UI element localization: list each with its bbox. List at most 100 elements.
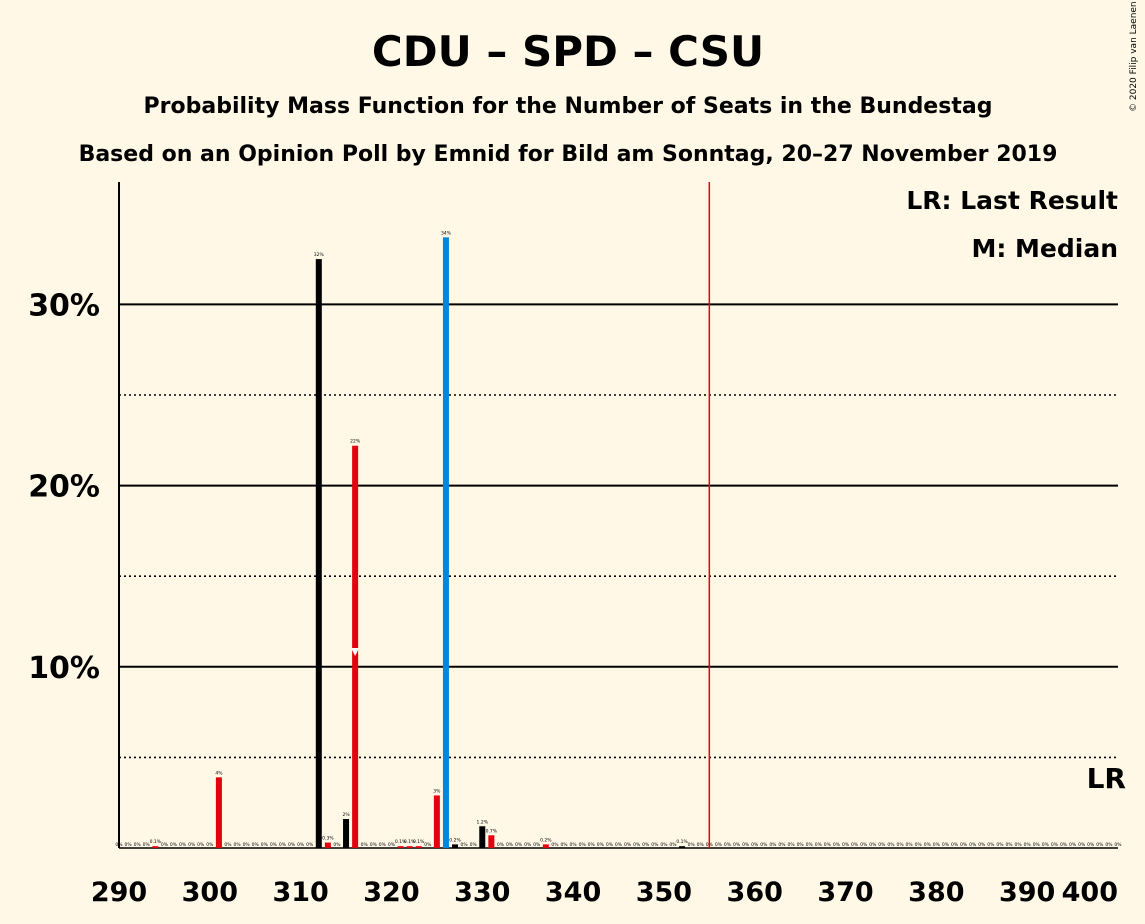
x-tick-label: 380 xyxy=(908,877,964,908)
zero-label-seat-383: 0% xyxy=(960,842,968,848)
zero-label-seat-376: 0% xyxy=(896,842,904,848)
chart-subtitle-2: Based on an Opinion Poll by Emnid for Bi… xyxy=(79,142,1058,167)
zero-label-seat-382: 0% xyxy=(951,842,959,848)
x-tick-label: 340 xyxy=(545,877,601,908)
zero-label-seat-344: 0% xyxy=(606,842,614,848)
zero-label-seat-300: 0% xyxy=(206,842,214,848)
copyright: © 2020 Filip van Laenen xyxy=(1129,1,1139,112)
zero-label-seat-363: 0% xyxy=(778,842,786,848)
zero-label-seat-348: 0% xyxy=(642,842,650,848)
bar-seat-322 xyxy=(406,846,413,848)
last-result-marker: LR xyxy=(1087,762,1126,795)
zero-label-seat-377: 0% xyxy=(906,842,914,848)
zero-label-seat-387: 0% xyxy=(996,842,1004,848)
zero-label-seat-347: 0% xyxy=(633,842,641,848)
zero-label-seat-292: 0% xyxy=(134,842,142,848)
median-marker-icon xyxy=(351,648,360,656)
zero-label-seat-319: 0% xyxy=(379,842,387,848)
x-tick-label: 360 xyxy=(727,877,783,908)
zero-label-seat-356: 0% xyxy=(715,842,723,848)
zero-label-seat-335: 0% xyxy=(524,842,532,848)
x-tick-label: 300 xyxy=(182,877,238,908)
x-tick-label: 390 xyxy=(999,877,1055,908)
zero-label-seat-357: 0% xyxy=(724,842,732,848)
zero-label-seat-392: 0% xyxy=(1042,842,1050,848)
x-tick-label: 310 xyxy=(272,877,328,908)
chart-title: CDU – SPD – CSU xyxy=(372,27,764,76)
bar-label-seat-323: 0.1% xyxy=(413,839,425,845)
bar-label-seat-301: 4% xyxy=(215,770,223,776)
zero-label-seat-399: 0% xyxy=(1105,842,1113,848)
zero-label-seat-398: 0% xyxy=(1096,842,1104,848)
bar-seat-323 xyxy=(415,846,422,848)
zero-label-seat-332: 0% xyxy=(497,842,505,848)
bar-label-seat-294: 0.1% xyxy=(150,839,162,845)
bar-seat-325 xyxy=(433,795,440,848)
bar-label-seat-322: 0.1% xyxy=(404,839,416,845)
x-tick-label: 350 xyxy=(636,877,692,908)
zero-label-seat-324: 0% xyxy=(424,842,432,848)
bar-label-seat-313: 0.3% xyxy=(322,836,334,842)
bar-seat-294 xyxy=(152,846,159,848)
bars: 0.1%4%32%0.3%2%22%0.1%0.1%0.1%3%34%0.2%1… xyxy=(150,230,689,849)
zero-label-seat-307: 0% xyxy=(270,842,278,848)
bar-label-seat-337: 0.2% xyxy=(540,837,552,843)
bar-seat-330 xyxy=(479,826,486,848)
bar-seat-327 xyxy=(452,844,459,848)
zero-label-seat-318: 0% xyxy=(370,842,378,848)
bar-label-seat-330: 1.2% xyxy=(477,819,489,825)
bar-seat-316 xyxy=(352,445,359,848)
zero-label-seat-393: 0% xyxy=(1051,842,1059,848)
bar-seat-352 xyxy=(679,846,686,848)
zero-label-seat-351: 0% xyxy=(669,842,677,848)
zero-label-seat-336: 0% xyxy=(533,842,541,848)
zero-label-seat-311: 0% xyxy=(306,842,314,848)
zero-label-seat-338: 0% xyxy=(551,842,559,848)
zero-label-seat-353: 0% xyxy=(688,842,696,848)
chart-subtitle: Probability Mass Function for the Number… xyxy=(144,94,993,119)
y-tick-label: 10% xyxy=(28,651,100,686)
zero-label-seat-333: 0% xyxy=(506,842,514,848)
zero-label-seat-320: 0% xyxy=(388,842,396,848)
zero-label-seat-339: 0% xyxy=(560,842,568,848)
zero-label-seat-340: 0% xyxy=(570,842,578,848)
x-tick-label: 320 xyxy=(363,877,419,908)
zero-label-seat-388: 0% xyxy=(1005,842,1013,848)
zero-label-seat-314: 0% xyxy=(333,842,341,848)
zero-label-seat-342: 0% xyxy=(588,842,596,848)
zero-label-seat-299: 0% xyxy=(197,842,205,848)
bar-seat-313 xyxy=(324,842,331,848)
bar-label-seat-321: 0.1% xyxy=(395,839,407,845)
zero-label-seat-293: 0% xyxy=(143,842,151,848)
zero-label-seat-362: 0% xyxy=(769,842,777,848)
zero-label-seat-396: 0% xyxy=(1078,842,1086,848)
zero-label-seat-298: 0% xyxy=(188,842,196,848)
legend-median: M: Median xyxy=(971,234,1118,263)
zero-label-seat-354: 0% xyxy=(697,842,705,848)
zero-label-seat-365: 0% xyxy=(797,842,805,848)
zero-label-seat-369: 0% xyxy=(833,842,841,848)
y-tick-label: 30% xyxy=(28,288,100,323)
bar-seat-321 xyxy=(397,846,404,848)
zero-label-seat-370: 0% xyxy=(842,842,850,848)
zero-label-seat-361: 0% xyxy=(760,842,768,848)
bar-label-seat-316: 22% xyxy=(350,439,361,445)
zero-label-seat-310: 0% xyxy=(297,842,305,848)
zero-label-seat-345: 0% xyxy=(615,842,623,848)
bar-label-seat-331: 0.7% xyxy=(486,828,498,834)
bar-seat-315 xyxy=(343,819,350,848)
zero-label-seat-346: 0% xyxy=(624,842,632,848)
zero-label-seat-341: 0% xyxy=(579,842,587,848)
zero-label-seat-374: 0% xyxy=(878,842,886,848)
zero-label-seat-317: 0% xyxy=(361,842,369,848)
zero-label-seat-395: 0% xyxy=(1069,842,1077,848)
zero-label-seat-309: 0% xyxy=(288,842,296,848)
zero-label-seat-368: 0% xyxy=(824,842,832,848)
y-tick-label: 20% xyxy=(28,470,100,505)
y-tick-labels: 10% 20% 30% xyxy=(28,288,100,685)
zero-label-seat-360: 0% xyxy=(751,842,759,848)
zero-label-seat-306: 0% xyxy=(261,842,269,848)
zero-label-seat-350: 0% xyxy=(660,842,668,848)
zero-label-seat-297: 0% xyxy=(179,842,187,848)
